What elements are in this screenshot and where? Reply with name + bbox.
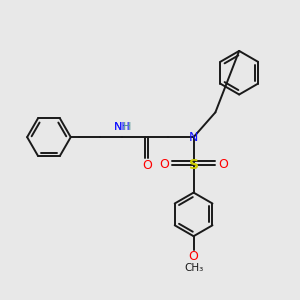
Text: N: N	[114, 122, 122, 132]
Text: CH₃: CH₃	[184, 263, 203, 273]
Text: S: S	[189, 158, 199, 172]
Text: O: O	[189, 250, 199, 262]
Text: O: O	[159, 158, 169, 171]
Text: O: O	[142, 159, 152, 172]
Text: N: N	[189, 130, 198, 144]
Text: NH: NH	[114, 122, 130, 132]
Text: O: O	[218, 158, 228, 171]
Text: H: H	[123, 122, 131, 132]
